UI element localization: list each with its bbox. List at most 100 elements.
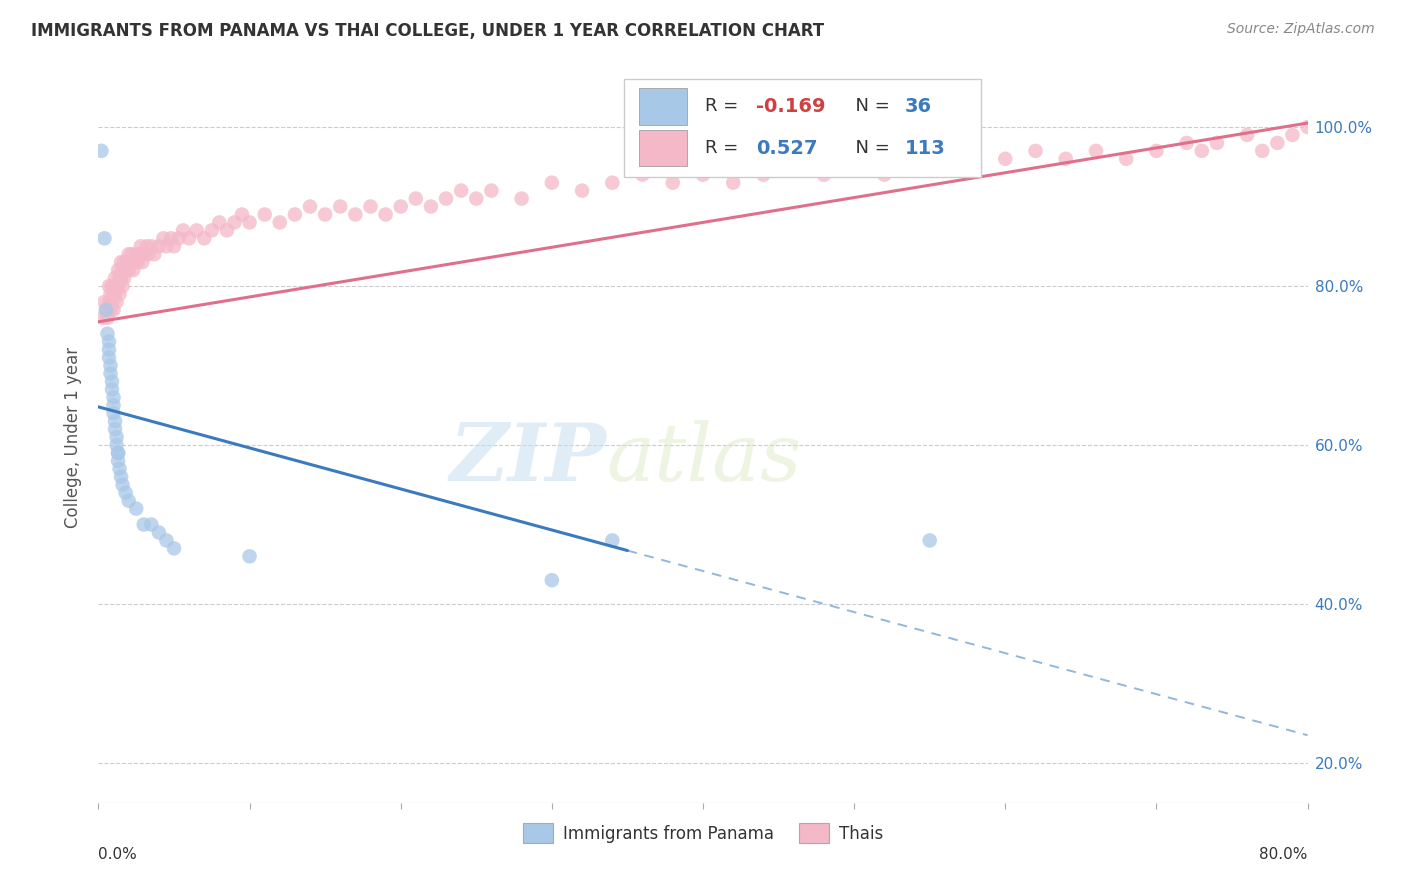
Point: [1312, 128, 1334, 142]
Point: [98, 334, 121, 349]
Point: [389, 200, 412, 214]
Point: [163, 541, 186, 556]
Point: [100, 359, 122, 373]
Point: [93, 294, 115, 309]
Point: [1327, 136, 1350, 150]
Text: 0.0%: 0.0%: [98, 847, 138, 862]
Point: [110, 271, 132, 285]
Point: [101, 383, 124, 397]
Point: [104, 271, 127, 285]
Point: [111, 477, 134, 491]
Point: [172, 223, 194, 237]
Point: [239, 549, 262, 564]
Point: [107, 263, 129, 277]
Point: [1251, 144, 1274, 158]
Point: [148, 239, 170, 253]
Point: [115, 255, 138, 269]
Point: [107, 454, 129, 468]
Point: [135, 239, 157, 253]
Point: [131, 255, 153, 269]
FancyBboxPatch shape: [638, 130, 688, 167]
Point: [299, 200, 322, 214]
Point: [344, 207, 367, 221]
Point: [103, 287, 125, 301]
Text: 36: 36: [905, 97, 932, 116]
Point: [844, 160, 866, 174]
Point: [124, 255, 146, 269]
Point: [107, 279, 129, 293]
Text: 80.0%: 80.0%: [1260, 847, 1308, 862]
FancyBboxPatch shape: [624, 78, 981, 178]
Point: [101, 279, 124, 293]
Point: [132, 247, 155, 261]
Point: [1281, 128, 1303, 142]
Point: [1206, 136, 1229, 150]
Point: [723, 176, 745, 190]
Point: [1372, 128, 1395, 142]
Point: [108, 462, 131, 476]
Point: [143, 247, 166, 261]
Point: [1267, 136, 1289, 150]
Legend: Immigrants from Panama, Thais: Immigrants from Panama, Thais: [516, 817, 890, 849]
Point: [90, 144, 112, 158]
Point: [224, 215, 246, 229]
Point: [118, 263, 141, 277]
Point: [360, 200, 382, 214]
Point: [112, 271, 135, 285]
Point: [405, 192, 427, 206]
Point: [314, 207, 336, 221]
Point: [105, 438, 128, 452]
Point: [152, 231, 174, 245]
Point: [434, 192, 457, 206]
Point: [571, 184, 593, 198]
Point: [602, 176, 624, 190]
Point: [96, 310, 118, 325]
Point: [110, 470, 132, 484]
Point: [965, 160, 987, 174]
Text: atlas: atlas: [606, 420, 801, 498]
Point: [110, 255, 132, 269]
Point: [813, 168, 835, 182]
Point: [631, 168, 654, 182]
Point: [904, 160, 927, 174]
Point: [98, 343, 121, 357]
Point: [540, 573, 562, 587]
Point: [1296, 120, 1319, 134]
Point: [163, 239, 186, 253]
Point: [1341, 128, 1364, 142]
Point: [155, 533, 177, 548]
Point: [1085, 144, 1108, 158]
Point: [101, 375, 124, 389]
Point: [127, 255, 149, 269]
Point: [1386, 136, 1406, 150]
Point: [101, 294, 124, 309]
Point: [112, 255, 135, 269]
Point: [420, 200, 443, 214]
Point: [114, 485, 136, 500]
Point: [141, 517, 163, 532]
Point: [1191, 144, 1213, 158]
Point: [125, 247, 148, 261]
Point: [510, 192, 533, 206]
Point: [167, 231, 190, 245]
Point: [98, 351, 121, 365]
Point: [160, 231, 183, 245]
Point: [215, 223, 238, 237]
Point: [103, 390, 125, 404]
Point: [1054, 152, 1077, 166]
Point: [1357, 120, 1379, 134]
Point: [104, 422, 127, 436]
Point: [148, 525, 170, 540]
Point: [1236, 128, 1258, 142]
Text: N =: N =: [845, 97, 896, 115]
Point: [104, 287, 127, 301]
Point: [103, 302, 125, 317]
Point: [100, 367, 122, 381]
Text: ZIP: ZIP: [450, 420, 606, 498]
Point: [100, 302, 122, 317]
Point: [103, 398, 125, 412]
Point: [118, 493, 141, 508]
Point: [129, 239, 152, 253]
Point: [120, 255, 142, 269]
Point: [481, 184, 503, 198]
